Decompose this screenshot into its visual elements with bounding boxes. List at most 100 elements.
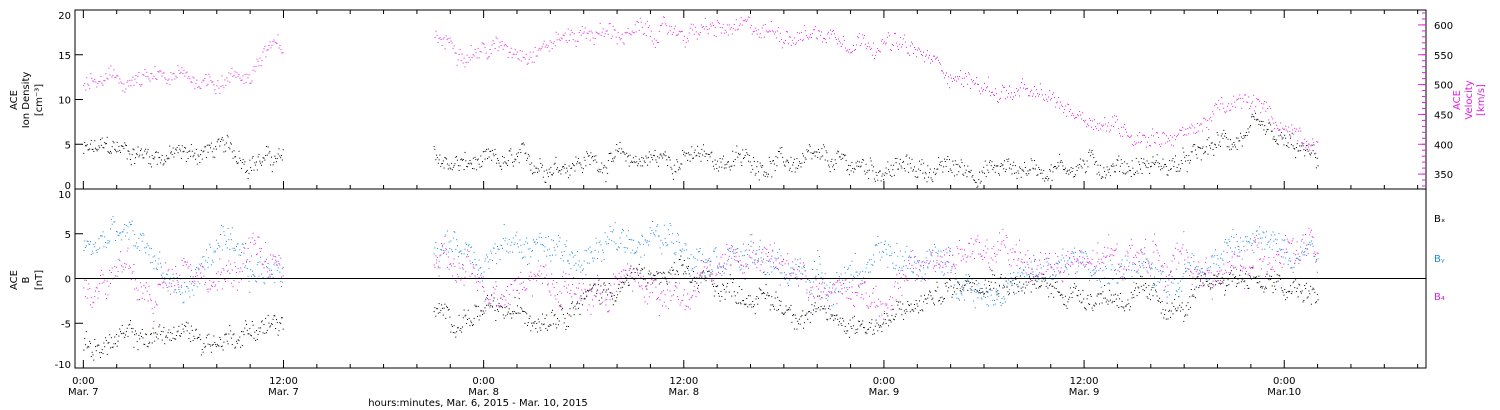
density-point — [433, 146, 435, 148]
by-point — [1120, 263, 1122, 265]
velocity-point — [472, 54, 474, 56]
by-point — [1204, 284, 1206, 286]
bx-point — [848, 336, 850, 338]
velocity-point — [669, 30, 671, 32]
density-point — [462, 159, 464, 160]
velocity-point — [702, 26, 704, 27]
density-point — [122, 145, 124, 147]
velocity-point — [582, 32, 584, 34]
density-point — [220, 138, 222, 140]
by-point — [940, 250, 942, 252]
by-point — [90, 254, 92, 255]
bx-point — [1313, 288, 1315, 290]
density-point — [211, 151, 213, 153]
velocity-point — [246, 73, 248, 75]
velocity-point — [127, 80, 129, 82]
velocity-point — [1295, 130, 1297, 132]
density-point — [1298, 150, 1300, 152]
velocity-point — [145, 76, 147, 78]
velocity-point — [1263, 103, 1265, 105]
velocity-point — [932, 60, 933, 62]
by-point — [832, 284, 834, 286]
density-point — [246, 169, 248, 171]
bx-point — [582, 292, 584, 294]
velocity-point — [264, 45, 266, 47]
by-point — [116, 231, 118, 233]
density-point — [712, 161, 714, 163]
bx-point — [1145, 283, 1146, 284]
by-point — [706, 262, 708, 264]
bx-point — [939, 297, 941, 299]
density-point — [1257, 119, 1259, 121]
bx-point — [1251, 267, 1253, 269]
by-point — [1041, 277, 1043, 279]
density-point — [1164, 164, 1166, 166]
by-point — [1152, 284, 1154, 286]
velocity-point — [1292, 129, 1294, 131]
density-point — [1217, 134, 1219, 136]
density-point — [1253, 116, 1255, 118]
by-point — [619, 237, 621, 239]
velocity-point — [217, 80, 219, 82]
velocity-point — [542, 43, 544, 45]
by-point — [190, 283, 192, 285]
bx-point — [1032, 283, 1034, 285]
density-point — [265, 155, 267, 156]
velocity-point — [742, 20, 744, 22]
density-point — [1190, 159, 1191, 161]
by-point — [848, 267, 850, 269]
bx-point — [92, 354, 94, 356]
by-point — [113, 221, 115, 223]
velocity-point — [1011, 92, 1012, 94]
by-point — [457, 256, 459, 257]
velocity-point — [188, 76, 190, 77]
bx-point — [1217, 280, 1219, 282]
bx-point — [732, 282, 734, 283]
velocity-point — [646, 20, 648, 22]
by-point — [934, 243, 935, 245]
by-point — [884, 240, 886, 242]
density-point — [1172, 158, 1174, 160]
density-point — [887, 161, 889, 163]
bx-point — [125, 331, 127, 333]
by-point — [688, 269, 689, 271]
density-point — [656, 161, 658, 163]
density-point — [270, 164, 272, 166]
velocity-point — [489, 49, 491, 50]
density-point — [1195, 154, 1197, 156]
bx-point — [913, 310, 915, 312]
density-point — [150, 166, 152, 168]
bx-point — [85, 331, 87, 333]
velocity-point — [587, 32, 589, 34]
by-point — [723, 272, 725, 274]
bx-point — [1113, 294, 1115, 296]
by-point — [272, 277, 274, 279]
by-point — [173, 277, 175, 279]
by-point — [518, 251, 520, 253]
bx-point — [713, 286, 714, 287]
bx-point — [1092, 309, 1094, 311]
density-point — [643, 160, 645, 162]
density-point — [257, 156, 259, 158]
velocity-point — [626, 31, 628, 33]
bx-point — [105, 337, 106, 339]
density-point — [245, 172, 247, 173]
by-point — [508, 239, 510, 241]
bx-point — [471, 322, 473, 324]
density-point — [231, 151, 233, 153]
density-point — [822, 155, 824, 157]
bx-point — [1127, 299, 1129, 301]
by-point — [766, 260, 768, 262]
by-point — [598, 242, 600, 244]
velocity-point — [746, 19, 748, 21]
by-point — [758, 246, 760, 248]
density-point — [787, 160, 789, 162]
density-point — [1245, 132, 1247, 133]
by-point — [236, 246, 237, 248]
bx-point — [994, 274, 995, 276]
by-point — [580, 271, 582, 273]
density-point — [116, 141, 118, 143]
by-point — [800, 272, 802, 274]
bx-point — [601, 297, 603, 299]
bx-point — [184, 325, 186, 326]
